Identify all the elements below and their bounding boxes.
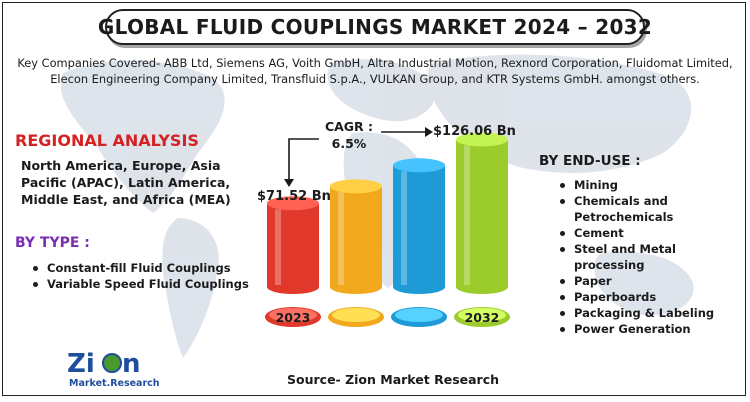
by-type-list: Constant-fill Fluid Couplings Variable S…: [31, 260, 251, 292]
by-type-heading: BY TYPE :: [15, 235, 90, 251]
source-text: Source- Zion Market Research: [287, 372, 500, 387]
logo-globe-icon: [102, 353, 122, 373]
list-item: Paperboards: [558, 289, 745, 305]
list-item: Cement: [558, 225, 745, 241]
bar-base-disc-highlight: [332, 308, 380, 322]
by-end-use-heading: BY END-USE :: [539, 153, 641, 169]
bar-3: [393, 158, 445, 294]
market-bar-chart: 2023 2032: [265, 127, 510, 327]
category-label: 2023: [276, 310, 311, 325]
bar-base-disc-highlight: [395, 308, 443, 322]
list-item: Variable Speed Fluid Couplings: [31, 276, 251, 292]
regional-analysis-text: North America, Europe, Asia Pacific (APA…: [21, 158, 231, 207]
bar-base-disc-highlight: [458, 308, 506, 322]
zion-logo: Zi n Market.Research: [67, 349, 160, 389]
cagr-arrow-down: [288, 138, 319, 181]
bar-1: [267, 196, 319, 294]
list-item: Chemicals and Petrochemicals: [558, 193, 745, 225]
svg-text:n: n: [122, 349, 141, 379]
page-title: GLOBAL FLUID COUPLINGS MARKET 2024 – 203…: [97, 15, 653, 39]
start-value-label: $71.52 Bn: [257, 189, 331, 204]
bar-2: [330, 179, 382, 294]
list-item: Packaging & Labeling: [558, 305, 745, 321]
list-item: Mining: [558, 177, 745, 193]
cagr-value: 6.5%: [331, 136, 367, 151]
bar-base-disc-highlight: [269, 308, 317, 322]
key-companies-text: Key Companies Covered- ABB Ltd, Siemens …: [17, 56, 733, 86]
bar-4: [456, 132, 508, 294]
list-item: Constant-fill Fluid Couplings: [31, 260, 251, 276]
regional-analysis-heading: REGIONAL ANALYSIS: [15, 131, 199, 150]
list-item: Steel and Metal processing: [558, 241, 745, 273]
list-item: Paper: [558, 273, 745, 289]
category-label: 2032: [465, 310, 500, 325]
cagr-arrow-right-head: [425, 127, 433, 137]
list-item: Power Generation: [558, 321, 745, 337]
cagr-annotation: CAGR : 6.5%: [321, 118, 377, 152]
logo-subtitle: Market.Research: [69, 378, 160, 389]
cagr-label: CAGR :: [324, 119, 374, 134]
logo-wordmark: Zi: [67, 349, 95, 379]
infographic-frame: GLOBAL FLUID COUPLINGS MARKET 2024 – 203…: [2, 2, 746, 396]
cagr-arrow-down-head: [284, 179, 294, 187]
title-banner: GLOBAL FLUID COUPLINGS MARKET 2024 – 203…: [98, 9, 652, 45]
by-end-use-list: Mining Chemicals and Petrochemicals Ceme…: [558, 177, 745, 337]
end-value-label: $126.06 Bn: [433, 124, 516, 139]
